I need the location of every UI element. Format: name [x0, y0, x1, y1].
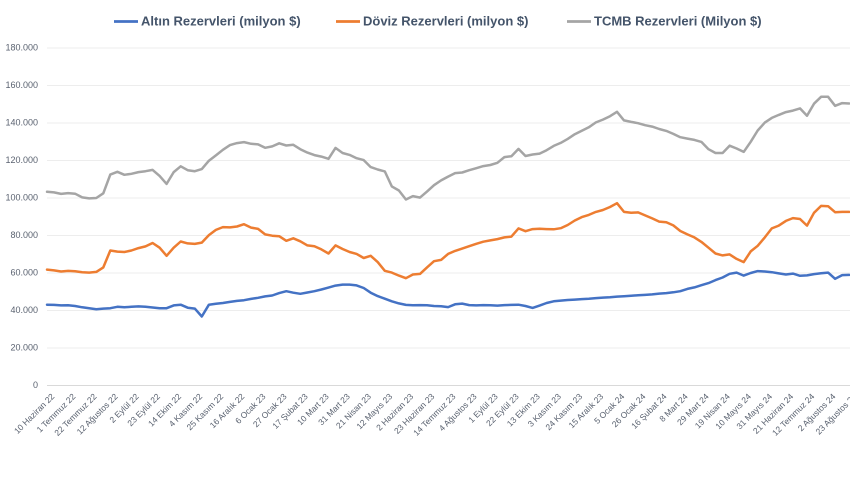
svg-text:180.000: 180.000 — [5, 42, 38, 52]
svg-text:140.000: 140.000 — [5, 117, 38, 127]
svg-text:Altın Rezervleri (milyon $): Altın Rezervleri (milyon $) — [141, 14, 301, 29]
svg-text:100.000: 100.000 — [5, 192, 38, 202]
svg-text:160.000: 160.000 — [5, 80, 38, 90]
svg-text:TCMB Rezervleri (Milyon $): TCMB Rezervleri (Milyon $) — [594, 14, 762, 29]
svg-text:0: 0 — [33, 380, 38, 390]
svg-text:Döviz Rezervleri (milyon $): Döviz Rezervleri (milyon $) — [363, 14, 528, 29]
svg-text:20.000: 20.000 — [10, 342, 38, 352]
svg-text:60.000: 60.000 — [10, 267, 38, 277]
svg-text:80.000: 80.000 — [10, 230, 38, 240]
svg-text:40.000: 40.000 — [10, 305, 38, 315]
svg-text:120.000: 120.000 — [5, 155, 38, 165]
